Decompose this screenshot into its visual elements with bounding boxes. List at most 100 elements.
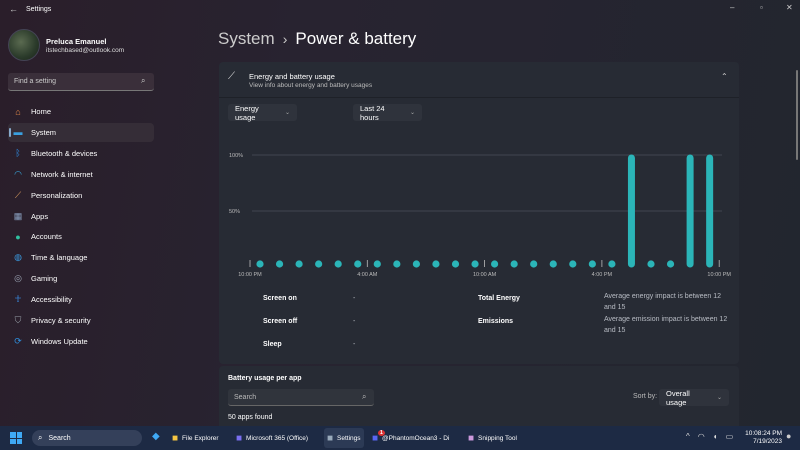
chevron-down-icon: ⌄ [284,110,290,116]
taskbar-app[interactable]: ■ File Explorer [172,428,219,448]
chevron-up-icon[interactable]: ⌃ [721,72,728,81]
y-tick-label: 100% [229,153,243,159]
clock[interactable]: 10:08:24 PM 7/19/2023 [740,430,782,446]
battery-icon[interactable]: ▭ [725,432,734,441]
sidebar-item-system[interactable]: ▬ System [8,122,154,142]
x-tick-label: 4:00 PM [592,272,613,278]
time-range-dropdown[interactable]: Last 24 hours ⌄ [353,104,422,122]
usage-bar[interactable] [569,260,577,268]
taskbar-search[interactable]: ⌕ Search [32,430,142,446]
usage-type-value: Energy usage [235,103,259,122]
active-indicator [9,127,11,137]
search-icon: ⌕ [38,433,43,442]
usage-bar[interactable] [275,260,284,268]
shield-icon: ⛉ [14,315,22,325]
clock-time: 10:08:24 PM [745,430,782,437]
sidebar-item-accessibility[interactable]: ☥ Accessibility [8,290,154,309]
accessibility-icon: ☥ [14,294,22,305]
usage-type-dropdown[interactable]: Energy usage ⌄ [228,103,297,122]
usage-bar[interactable] [588,260,596,268]
update-icon: ⟳ [14,335,22,346]
usage-bar[interactable] [354,260,362,268]
sidebar-item-accounts[interactable]: ● Accounts [8,227,154,246]
energy-card: ⟋ Energy and battery usage View info abo… [219,62,739,364]
edge-app-icon[interactable]: ◆ [152,431,160,442]
usage-bar[interactable] [608,260,616,268]
stat-value: - [353,318,356,325]
sidebar-item-home[interactable]: ⌂ Home [8,102,154,121]
sidebar-item-label: Personalization [31,190,83,200]
scrollbar-thumb[interactable] [796,70,798,160]
minimize-button[interactable]: – [730,3,735,12]
usage-bar[interactable] [451,260,460,268]
sidebar-item-bluetooth-devices[interactable]: ᛒ Bluetooth & devices [8,144,154,163]
app-icon: ■ [468,432,475,444]
sidebar-item-privacy-security[interactable]: ⛉ Privacy & security [8,311,154,330]
system-tray[interactable]: ^ ◠ ◖ ▭ [686,432,733,441]
page-title: Power & battery [295,29,417,48]
user-name: Preluca Emanuel [46,37,107,46]
taskbar: ⌕ Search ◆ [0,426,800,450]
usage-bar[interactable] [549,260,557,268]
taskbar-app[interactable]: ■ Microsoft 365 (Office) [236,428,308,448]
avatar[interactable] [8,29,40,61]
stat-label: Screen on [263,295,297,302]
usage-bar[interactable] [491,260,499,268]
taskbar-search-label: Search [48,434,71,442]
app-search-input[interactable]: Search ⌕ [228,389,374,406]
usage-bar[interactable] [530,260,538,268]
sidebar-item-network-internet[interactable]: ◠ Network & internet [8,165,154,184]
chevron-up-icon[interactable]: ^ [686,432,690,441]
sidebar-item-gaming[interactable]: ◎ Gaming [8,269,154,288]
x-tick-label: 10:00 PM [238,272,262,278]
usage-bar[interactable] [432,260,440,268]
windows-start-icon[interactable] [10,432,22,444]
usage-bar[interactable] [373,260,381,268]
usage-bar[interactable] [315,260,323,268]
app-icon: ■ [172,432,179,444]
taskbar-app[interactable]: ■ 1 @PhantomOcean3 - Di [372,428,449,448]
volume-icon[interactable]: ◖ [712,432,718,441]
usage-bar[interactable] [510,260,518,268]
sort-label: Sort by: [633,393,658,400]
x-tick-label: 10:00 AM [473,272,497,278]
usage-bar[interactable] [334,260,342,268]
monitor-icon: ▬ [13,127,23,138]
gamepad-icon: ◎ [14,273,22,284]
sidebar-item-label: Privacy & security [31,316,91,325]
sidebar-item-time-language[interactable]: ◍ Time & language [8,248,154,267]
sidebar-item-windows-update[interactable]: ⟳ Windows Update [8,332,154,351]
wifi-icon[interactable]: ◠ [697,432,705,441]
usage-bar[interactable] [295,260,303,268]
x-tick-label: 10:00 PM [707,272,731,278]
usage-bar[interactable] [412,260,420,268]
chart-line-icon: ⟋ [228,71,235,82]
taskbar-app[interactable]: ■ Snipping Tool [468,428,517,448]
close-button[interactable]: ✕ [786,3,793,12]
sidebar-item-personalization[interactable]: ⟋ Personalization [8,186,154,205]
bluetooth-icon: ᛒ [15,148,21,159]
sidebar-item-apps[interactable]: ▦ Apps [8,207,154,226]
stat-value: - [353,295,356,302]
energy-card-title: Energy and battery usage [249,72,335,81]
sidebar-item-label: Windows Update [31,336,88,346]
energy-card-header[interactable]: ⟋ Energy and battery usage View info abo… [219,62,739,98]
find-setting-input[interactable]: Find a setting ⌕ [8,73,154,91]
chevron-down-icon: ⌄ [409,110,415,116]
breadcrumb-system[interactable]: System [218,29,275,48]
notification-icon[interactable]: ● [786,431,792,441]
taskbar-app[interactable]: ■ Settings [324,428,364,448]
usage-bar[interactable] [256,260,264,268]
maximize-button[interactable]: ▫ [760,3,763,12]
apps-icon: ▦ [13,210,23,221]
usage-bar[interactable] [647,260,655,268]
back-arrow-icon[interactable]: ← [9,4,18,14]
stat-value: Average emission impact is between 12 an… [604,316,728,334]
usage-bar[interactable] [666,260,675,268]
stat-label: Sleep [263,341,282,348]
stat-value: - [353,341,356,348]
sort-dropdown[interactable]: Overall usage ⌄ [659,389,729,407]
per-app-title: Battery usage per app [228,375,302,382]
usage-bar[interactable] [471,260,479,268]
usage-bar[interactable] [393,260,401,268]
